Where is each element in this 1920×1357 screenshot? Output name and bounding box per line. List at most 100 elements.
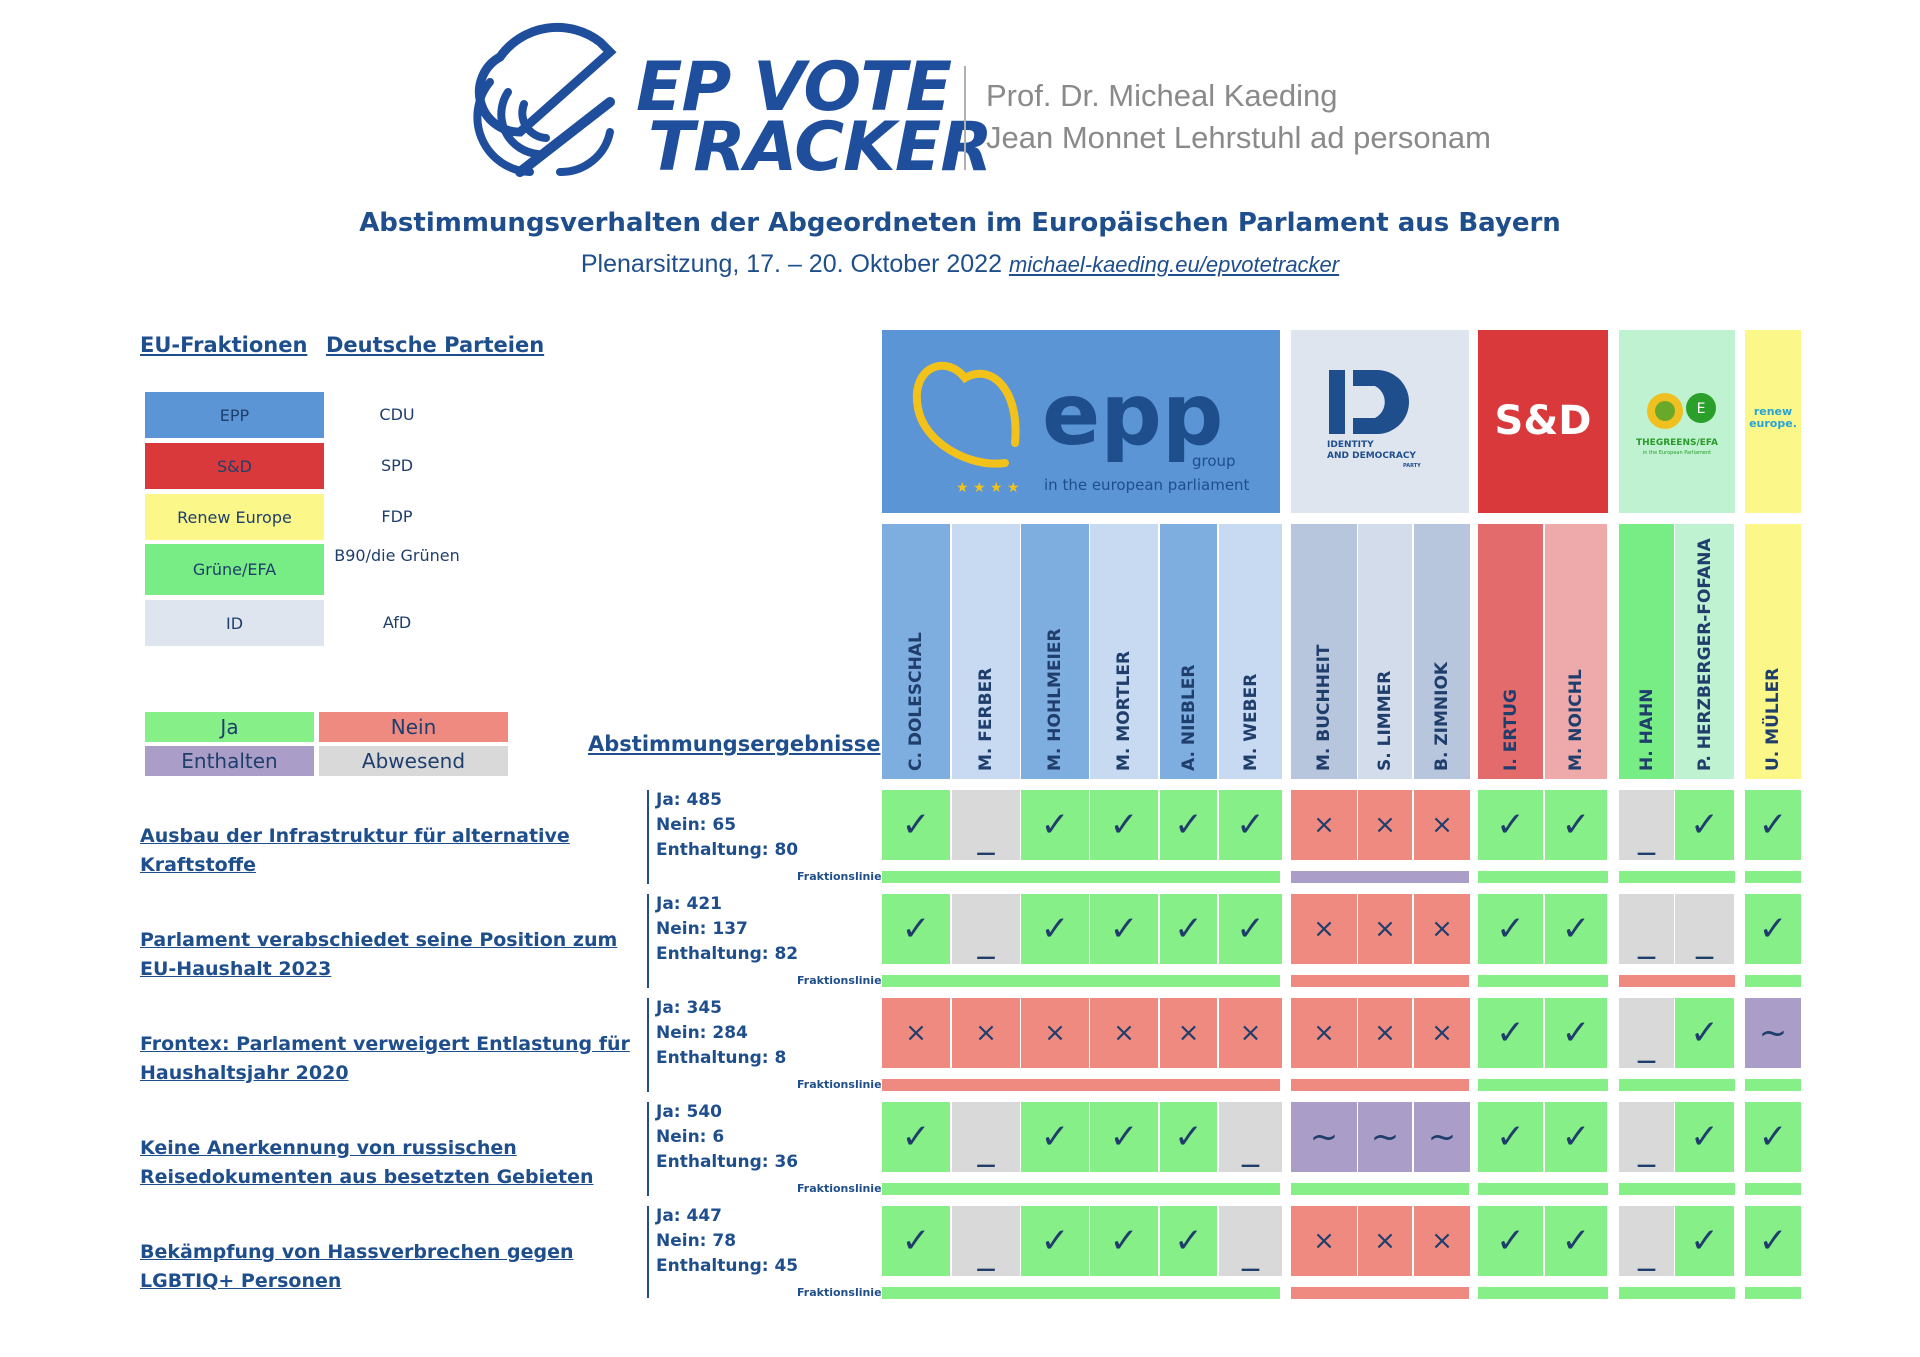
mep-name: M. NOICHL (1566, 669, 1586, 771)
ja-symbol-icon: ✓ (1496, 909, 1525, 949)
vote-cell-ja: ✓ (1745, 1102, 1801, 1172)
key-abwesend: Abwesend (319, 746, 508, 776)
vote-cell-ja: ✓ (1090, 1102, 1158, 1172)
ja-symbol-icon: ✓ (1109, 1221, 1139, 1261)
nein-symbol-icon: × (1431, 1018, 1453, 1048)
vote-count-ja: Ja: 540 (656, 1102, 722, 1122)
fraktionslinie-bar-nein (882, 1079, 1280, 1091)
key-nein: Nein (319, 712, 508, 742)
vote-cell-enthalten: ~ (1414, 1102, 1470, 1172)
ja-symbol-icon: ✓ (1040, 1117, 1070, 1157)
ja-symbol-icon: ✓ (1236, 805, 1265, 845)
fraktionslinie-bar-ja (1619, 1079, 1735, 1091)
vote-cell-enthalten: ~ (1291, 1102, 1357, 1172)
vote-cell-nein: × (1358, 1206, 1412, 1276)
vote-cell-nein: × (1358, 894, 1412, 964)
abwesend-symbol-icon: _ (1242, 1128, 1259, 1168)
vote-cell-ja: ✓ (1478, 998, 1543, 1068)
ja-symbol-icon: ✓ (1496, 1117, 1525, 1157)
fraktionslinie-bar-ja (882, 975, 1280, 987)
vote-title-link[interactable]: Parlament verabschiedet seine Position z… (140, 929, 618, 980)
vote-cell-ja: ✓ (1545, 1206, 1607, 1276)
abwesend-symbol-icon: _ (977, 1128, 995, 1168)
ja-symbol-icon: ✓ (1109, 805, 1139, 845)
legend-fraktion-box: EPP (145, 392, 324, 438)
ja-symbol-icon: ✓ (901, 1117, 931, 1157)
page-title: Abstimmungsverhalten der Abgeordneten im… (359, 208, 1561, 238)
vote-cell-ja: ✓ (1545, 894, 1607, 964)
vote-cell-abwesend: _ (952, 1206, 1020, 1276)
vote-cell-nein: × (1291, 1206, 1357, 1276)
vote-cell-abwesend: _ (952, 1102, 1020, 1172)
sd-group-logo: S&D (1478, 330, 1608, 513)
ja-symbol-icon: ✓ (1561, 805, 1591, 845)
abwesend-symbol-icon: _ (1638, 816, 1655, 856)
chair-name: Jean Monnet Lehrstuhl ad personam (986, 120, 1491, 155)
mep-name: M. MORTLER (1114, 650, 1134, 771)
mep-name: I. ERTUG (1500, 689, 1521, 771)
vote-cell-ja: ✓ (1545, 1102, 1607, 1172)
fraktionslinie-bar-enthalten (1291, 871, 1469, 883)
fraktionslinie-label: Fraktionslinie (797, 1182, 882, 1195)
vote-title-link[interactable]: Frontex: Parlament verweigert Entlastung… (140, 1033, 630, 1084)
legend-partei-label: B90/die Grünen (334, 546, 460, 565)
vote-cell-ja: ✓ (882, 790, 950, 860)
nein-symbol-icon: × (1374, 810, 1396, 840)
sd-word: S&D (1494, 398, 1592, 444)
vote-cell-ja: ✓ (882, 1102, 950, 1172)
vote-title-link[interactable]: Keine Anerkennung von russischen Reisedo… (140, 1137, 594, 1188)
vote-count-nein: Nein: 78 (656, 1231, 737, 1251)
deutsche-parteien-heading: Deutsche Parteien (326, 333, 545, 357)
vote-count-ja: Ja: 447 (656, 1206, 722, 1226)
greens-logo-text2: in the European Parliament (1642, 450, 1712, 456)
fraktionslinie-label: Fraktionslinie (797, 870, 882, 883)
vote-count-nein: Nein: 284 (656, 1023, 748, 1043)
ep-vote-tracker-logo-icon (473, 22, 617, 177)
vote-cell-abwesend: _ (1619, 1102, 1674, 1172)
ja-symbol-icon: ✓ (1758, 909, 1788, 949)
id-logo-text3: PARTY (1403, 463, 1421, 469)
vote-cell-nein: × (882, 998, 950, 1068)
vote-cell-ja: ✓ (1545, 790, 1607, 860)
nein-symbol-icon: × (1239, 1018, 1262, 1048)
website-link[interactable]: michael-kaeding.eu/epvotetracker (1008, 252, 1340, 277)
nein-symbol-icon: × (975, 1018, 997, 1048)
vote-cell-ja: ✓ (1219, 790, 1282, 860)
logo-text-line1: EP VOTE (636, 48, 952, 127)
author-name: Prof. Dr. Micheal Kaeding (986, 78, 1338, 113)
enthalten-symbol-icon: ~ (1758, 1013, 1788, 1053)
vote-cell-ja: ✓ (1478, 790, 1543, 860)
epp-small-group: group (1192, 452, 1236, 470)
ja-symbol-icon: ✓ (1561, 1221, 1591, 1261)
fraktionslinie-bar-ja (1745, 871, 1801, 883)
legend-partei-label: AfD (382, 613, 412, 632)
vote-count-ja: Ja: 485 (656, 790, 722, 810)
vote-cell-ja: ✓ (1745, 1206, 1801, 1276)
vote-cell-nein: × (1291, 790, 1357, 860)
vote-cell-ja: ✓ (1160, 790, 1217, 860)
fraktionslinie-bar-nein (1619, 975, 1735, 987)
id-group-logo: IDENTITY AND DEMOCRACY PARTY (1291, 330, 1469, 513)
ja-symbol-icon: ✓ (1690, 1013, 1719, 1053)
renew-logo-text1: renew (1753, 405, 1793, 418)
vote-cell-ja: ✓ (1021, 790, 1089, 860)
fraktionslinie-label: Fraktionslinie (797, 974, 882, 987)
vote-cell-ja: ✓ (1478, 1102, 1543, 1172)
vote-cell-abwesend: _ (1619, 894, 1674, 964)
vote-cell-ja: ✓ (1090, 1206, 1158, 1276)
fraktionslinie-bar-ja (1291, 1183, 1469, 1195)
abwesend-symbol-icon: _ (1696, 920, 1713, 960)
ja-symbol-icon: ✓ (1758, 805, 1788, 845)
abwesend-symbol-icon: _ (977, 816, 995, 856)
vote-cell-abwesend: _ (952, 894, 1020, 964)
vote-title-link[interactable]: Ausbau der Infrastruktur für alternative… (140, 825, 570, 876)
nein-symbol-icon: × (1313, 1018, 1335, 1048)
mep-column: I. ERTUG (1478, 524, 1543, 779)
ja-symbol-icon: ✓ (1758, 1117, 1788, 1157)
vote-cell-ja: ✓ (1021, 1102, 1089, 1172)
vote-cell-nein: × (952, 998, 1020, 1068)
vote-cell-enthalten: ~ (1358, 1102, 1412, 1172)
vote-title-link[interactable]: Bekämpfung von Hassverbrechen gegen LGBT… (140, 1241, 574, 1292)
vote-cell-ja: ✓ (1745, 790, 1801, 860)
id-logo-text2: AND DEMOCRACY (1327, 451, 1416, 461)
